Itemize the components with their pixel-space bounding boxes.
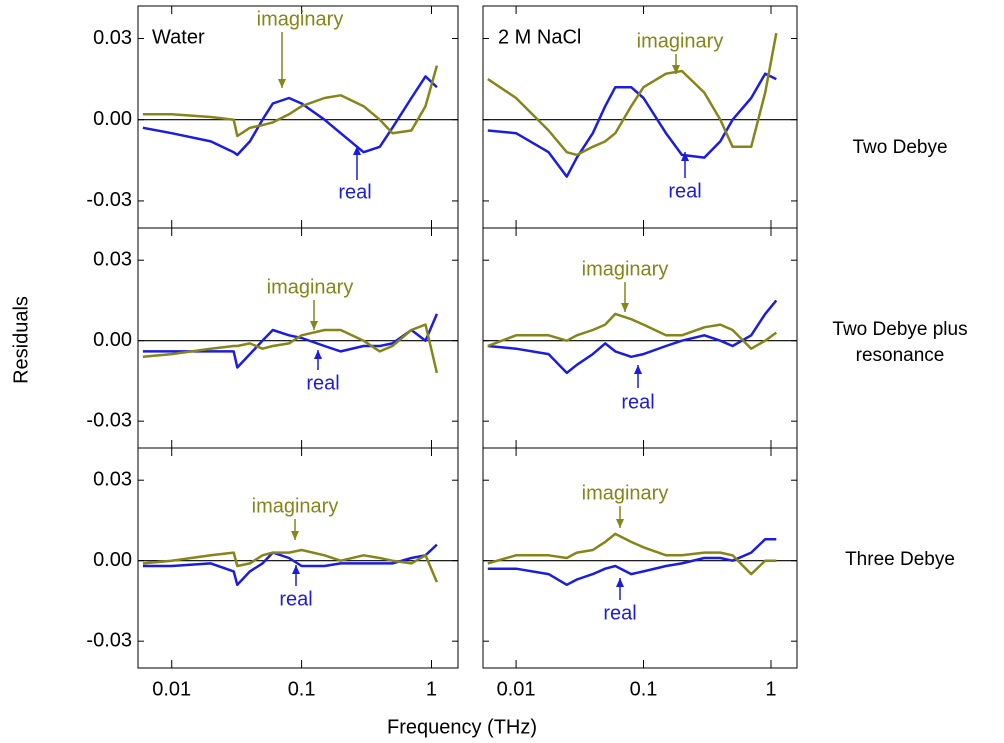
arrow-head <box>616 519 624 528</box>
annotation: real <box>668 180 701 202</box>
panel: -0.03 0.00 0.03 Water imaginary real <box>86 5 459 229</box>
x-tick-label: 0.1 <box>630 678 658 700</box>
panel-label: Water <box>152 26 205 48</box>
arrow-head <box>292 565 300 574</box>
arrow-head <box>621 303 629 312</box>
x-tick-label: 0.1 <box>288 678 316 700</box>
arrow-head <box>291 531 299 540</box>
arrow-head <box>353 146 361 155</box>
series-line <box>142 323 439 374</box>
annotation: real <box>621 391 654 413</box>
series-line <box>142 543 438 587</box>
row-label: Two Debye plus <box>832 319 967 340</box>
annotation: imaginary <box>252 495 339 517</box>
y-tick-label: 0.03 <box>93 248 132 270</box>
arrow-head <box>681 152 689 161</box>
annotation: real <box>603 602 636 624</box>
arrow-head <box>314 350 322 359</box>
panel: 2 M NaCl imaginary real <box>482 5 798 229</box>
panel: imaginary real <box>482 227 798 449</box>
arrow-head <box>278 79 286 88</box>
annotation: imaginary <box>637 30 724 52</box>
annotation: imaginary <box>582 482 669 504</box>
panel-label: 2 M NaCl <box>498 26 581 48</box>
panel-frame <box>482 447 798 669</box>
annotation: imaginary <box>257 8 344 30</box>
row-label: Three Debye <box>845 549 955 570</box>
y-tick-label: 0.03 <box>93 27 132 49</box>
y-axis-label: Residuals <box>10 296 32 384</box>
panel: -0.03 0.00 0.03 0.01 0.1 1 imaginary real <box>86 447 459 700</box>
series-line <box>142 313 439 369</box>
series-line <box>487 312 778 350</box>
panel: 0.01 0.1 1 imaginary real <box>482 447 798 700</box>
row-label: resonance <box>856 345 945 366</box>
series-line <box>487 72 777 178</box>
y-tick-label: 0.00 <box>93 108 132 130</box>
y-tick-label: 0.00 <box>93 549 132 571</box>
x-axis-label: Frequency (THz) <box>387 716 537 738</box>
arrow-head <box>634 365 642 374</box>
annotation: imaginary <box>267 276 354 298</box>
row-label: Two Debye <box>852 137 947 158</box>
panel: -0.03 0.00 0.03 imaginary real <box>86 227 459 449</box>
series-line <box>487 532 777 576</box>
x-tick-label: 1 <box>765 678 776 700</box>
series-line <box>487 537 777 587</box>
arrow-head <box>616 578 624 587</box>
series-line <box>487 299 778 375</box>
series-line <box>142 548 439 583</box>
annotation: real <box>338 181 371 203</box>
arrow-head <box>310 321 318 330</box>
y-tick-label: 0.00 <box>93 329 132 351</box>
x-tick-label: 1 <box>426 678 437 700</box>
x-tick-label: 0.01 <box>497 678 536 700</box>
y-tick-label: 0.03 <box>93 468 132 490</box>
y-tick-label: -0.03 <box>86 409 132 431</box>
annotation: real <box>279 588 312 610</box>
series-line <box>142 65 439 138</box>
annotation: imaginary <box>582 258 669 280</box>
annotation: real <box>306 372 339 394</box>
x-tick-label: 0.01 <box>152 678 191 700</box>
arrow-head <box>672 65 680 74</box>
series-line <box>487 32 778 157</box>
y-tick-label: -0.03 <box>86 189 132 211</box>
panel-frame <box>137 447 459 669</box>
series-line <box>142 75 438 157</box>
y-tick-label: -0.03 <box>86 629 132 651</box>
